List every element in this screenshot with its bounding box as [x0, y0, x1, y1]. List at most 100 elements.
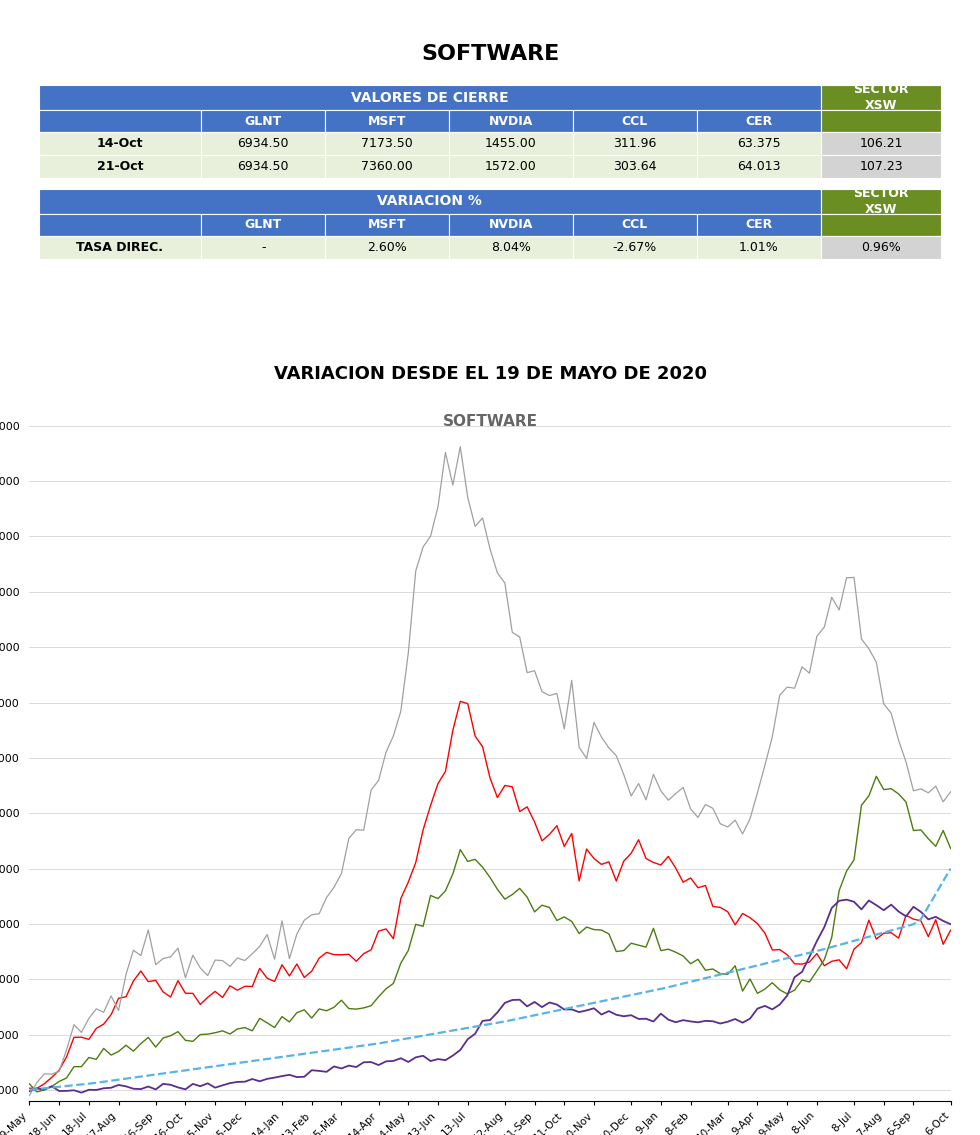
NVDIA — [826, 590, 838, 604]
Text: CCL: CCL — [621, 115, 648, 127]
Text: CER: CER — [745, 218, 772, 232]
Bar — [449, 132, 573, 154]
Bar — [201, 110, 325, 132]
GLNT — [811, 947, 823, 960]
NVDIA — [804, 666, 815, 680]
Bar — [38, 154, 201, 177]
Line: MSFT: MSFT — [29, 776, 951, 1092]
Text: TASA DIREC.: TASA DIREC. — [76, 241, 164, 253]
Bar — [325, 215, 449, 236]
Text: GLNT: GLNT — [245, 115, 282, 127]
MSFT — [24, 1077, 35, 1091]
Bar — [573, 132, 697, 154]
Bar — [697, 132, 820, 154]
Bar — [697, 154, 820, 177]
Bar — [325, 132, 449, 154]
Bar — [38, 110, 201, 132]
Text: 64.013: 64.013 — [737, 160, 780, 173]
Text: 6934.50: 6934.50 — [237, 160, 289, 173]
Bar — [573, 215, 697, 236]
NVDIA — [262, 927, 273, 941]
CER — [262, 1052, 273, 1066]
Text: MSFT: MSFT — [368, 218, 407, 232]
NVDIA — [603, 741, 614, 755]
Text: -2.67%: -2.67% — [612, 241, 657, 253]
Bar — [820, 110, 942, 132]
MSFT — [246, 1024, 258, 1037]
CER — [239, 1056, 251, 1069]
CER — [596, 994, 608, 1008]
Line: NVDIA: NVDIA — [29, 447, 951, 1095]
CCL — [75, 1086, 87, 1100]
Bar — [38, 215, 201, 236]
Text: 1.01%: 1.01% — [739, 241, 778, 253]
Text: 107.23: 107.23 — [859, 160, 903, 173]
CER — [818, 942, 830, 956]
Text: NVDIA: NVDIA — [489, 115, 533, 127]
Bar — [820, 236, 942, 259]
Bar — [697, 236, 820, 259]
Bar — [697, 215, 820, 236]
Bar — [325, 154, 449, 177]
Text: 303.64: 303.64 — [613, 160, 657, 173]
Bar — [573, 110, 697, 132]
Text: 8.04%: 8.04% — [491, 241, 531, 253]
Bar — [201, 236, 325, 259]
Bar — [449, 154, 573, 177]
GLNT — [24, 1082, 35, 1095]
Bar — [38, 236, 201, 259]
MSFT — [804, 975, 815, 989]
CCL — [24, 1084, 35, 1098]
Line: CCL: CCL — [29, 900, 951, 1093]
MSFT — [870, 770, 882, 783]
Text: 7173.50: 7173.50 — [362, 137, 413, 150]
GLNT — [269, 975, 280, 989]
CCL — [945, 917, 956, 931]
Bar — [820, 132, 942, 154]
NVDIA — [239, 953, 251, 967]
Text: SECTOR
XSW: SECTOR XSW — [854, 83, 908, 112]
Bar — [820, 85, 942, 110]
CCL — [841, 893, 853, 907]
Text: SOFTWARE: SOFTWARE — [443, 414, 537, 429]
Text: -: - — [261, 241, 266, 253]
MSFT — [945, 841, 956, 855]
Bar — [449, 110, 573, 132]
Bar — [820, 188, 942, 215]
Bar — [573, 236, 697, 259]
Bar — [697, 110, 820, 132]
Bar — [820, 154, 942, 177]
MSFT — [31, 1085, 43, 1099]
CER — [945, 861, 956, 875]
Text: 14-Oct: 14-Oct — [97, 137, 143, 150]
GLNT — [31, 1082, 43, 1095]
Text: 21-Oct: 21-Oct — [97, 160, 143, 173]
Line: GLNT: GLNT — [29, 701, 951, 1088]
Text: NVDIA: NVDIA — [489, 218, 533, 232]
Text: CCL: CCL — [621, 218, 648, 232]
NVDIA — [893, 733, 905, 747]
Bar — [325, 110, 449, 132]
Bar — [201, 132, 325, 154]
Text: 6934.50: 6934.50 — [237, 137, 289, 150]
Text: SECTOR
XSW: SECTOR XSW — [854, 187, 908, 216]
GLNT — [246, 980, 258, 993]
MSFT — [901, 796, 912, 809]
Text: CER: CER — [745, 115, 772, 127]
Text: GLNT: GLNT — [245, 218, 282, 232]
Bar — [449, 236, 573, 259]
Text: VARIACION %: VARIACION % — [377, 194, 482, 209]
Text: 7360.00: 7360.00 — [362, 160, 413, 173]
GLNT — [455, 695, 466, 708]
NVDIA — [945, 785, 956, 799]
Bar — [201, 154, 325, 177]
Bar — [201, 215, 325, 236]
NVDIA — [455, 440, 466, 454]
Title: VARIACION DESDE EL 19 DE MAYO DE 2020: VARIACION DESDE EL 19 DE MAYO DE 2020 — [273, 364, 707, 382]
NVDIA — [24, 1088, 35, 1102]
Text: MSFT: MSFT — [368, 115, 407, 127]
Bar — [573, 154, 697, 177]
CER — [796, 948, 808, 961]
CER — [885, 924, 897, 938]
Bar — [38, 132, 201, 154]
